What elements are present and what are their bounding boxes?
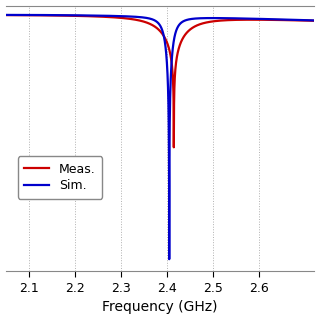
- Meas.: [204, 20, 208, 24]
- Legend: Meas., Sim.: Meas., Sim.: [18, 156, 102, 199]
- Sim.: [167, 257, 171, 261]
- Sim.: [258, 17, 261, 21]
- Sim.: [234, 16, 238, 20]
- Meas.: [234, 18, 238, 22]
- Sim.: [313, 19, 316, 22]
- Meas.: [60, 14, 64, 18]
- Meas.: [313, 19, 316, 23]
- Meas.: [189, 27, 193, 31]
- Sim.: [122, 14, 125, 18]
- Meas.: [258, 18, 261, 22]
- Line: Sim.: Sim.: [5, 15, 315, 259]
- Meas.: [172, 145, 176, 149]
- Sim.: [189, 17, 193, 21]
- Sim.: [60, 13, 64, 17]
- Sim.: [204, 16, 208, 20]
- Line: Meas.: Meas.: [5, 15, 315, 147]
- Meas.: [122, 16, 125, 20]
- X-axis label: Frequency (GHz): Frequency (GHz): [102, 300, 218, 315]
- Meas.: [4, 13, 7, 17]
- Sim.: [4, 13, 7, 17]
